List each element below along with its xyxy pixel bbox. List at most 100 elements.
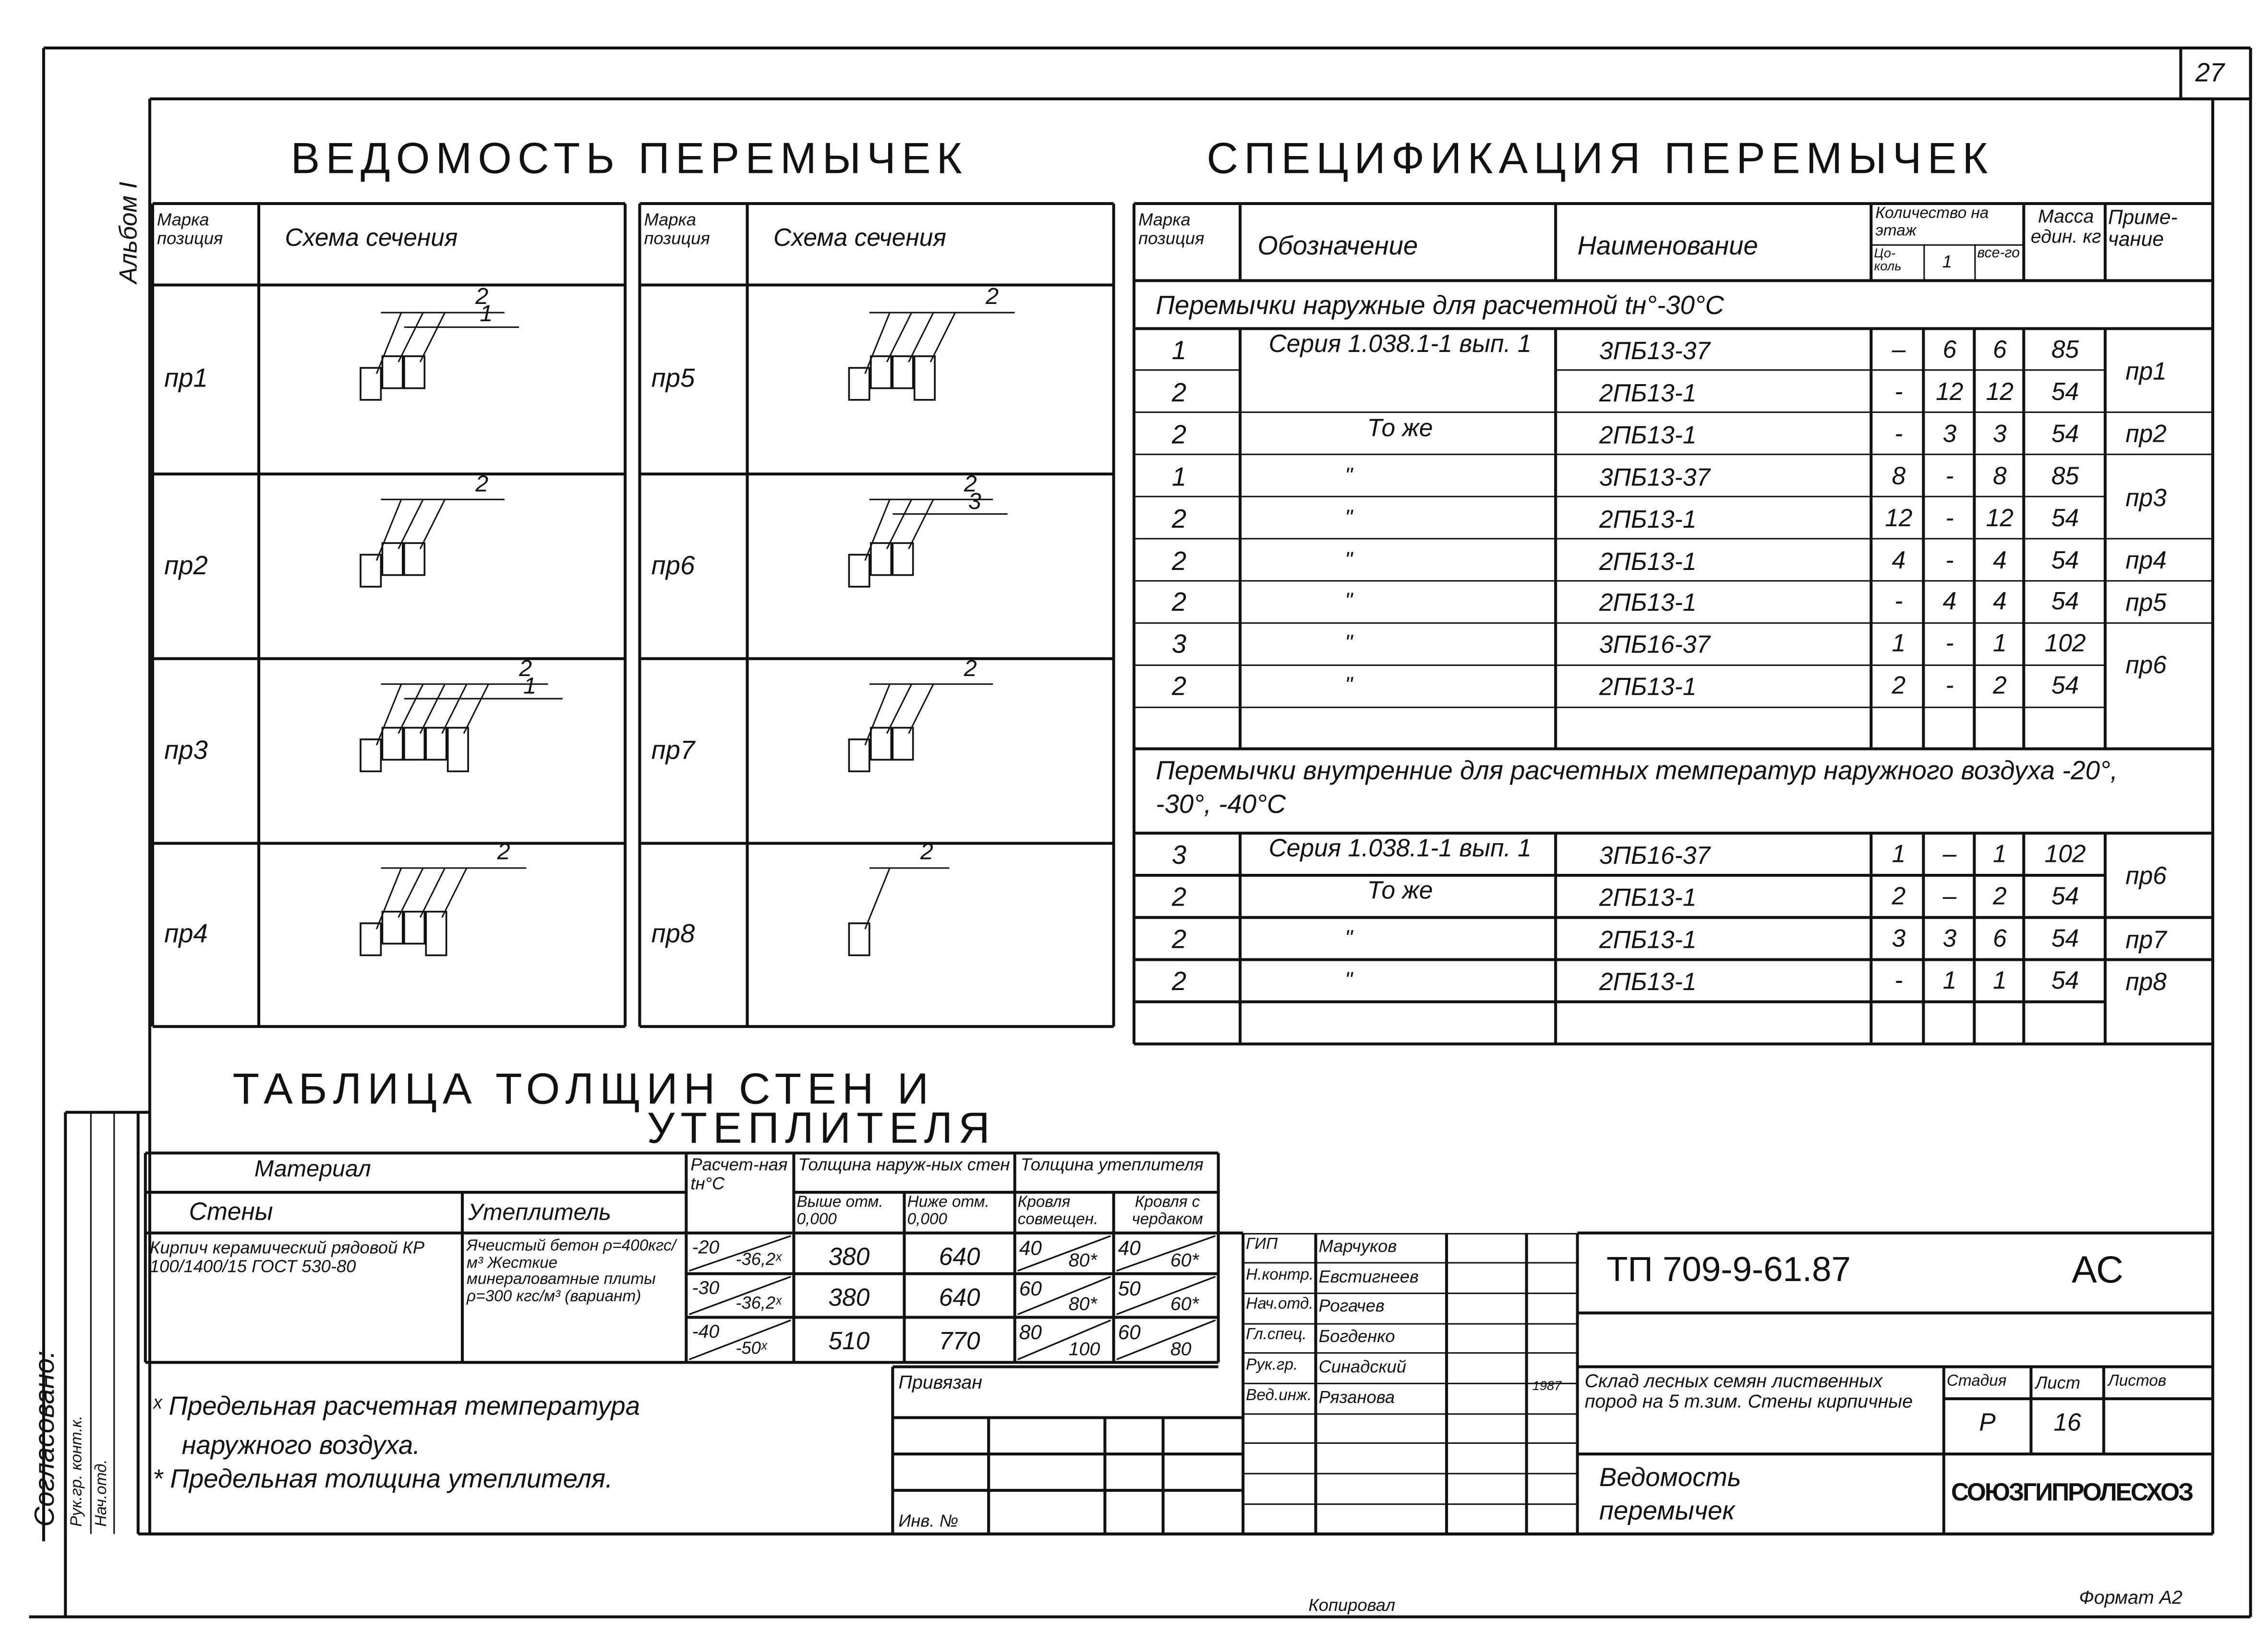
- design-temp: -20: [692, 1235, 720, 1258]
- rule-line: [2249, 48, 2252, 1617]
- rule-line: [1577, 1232, 2213, 1234]
- rule-line: [2030, 1367, 2032, 1454]
- rule-line: [639, 1025, 1114, 1028]
- staff-name: Марчуков: [1318, 1235, 1397, 1257]
- section-scheme: [848, 683, 993, 773]
- qty-floor1: 3: [1942, 420, 1957, 448]
- designation: ": [1345, 926, 1353, 951]
- unit-mass: 54: [2051, 420, 2079, 448]
- insulation-roof-attic: 50: [1118, 1276, 1141, 1300]
- limit-roof-attic: 60*: [1170, 1293, 1199, 1315]
- footnote: ˣ Предельная расчетная температура: [152, 1391, 640, 1421]
- rule-line: [1243, 1322, 1578, 1324]
- unit-mass: 54: [2051, 378, 2079, 406]
- staff-name: Рязанова: [1318, 1386, 1395, 1407]
- rule-line: [1240, 874, 1556, 876]
- insulation-material: Ячеистый бетон ρ=400кгс/м³ Жесткие минер…: [467, 1237, 676, 1306]
- product-name: 2ПБ13-1: [1599, 589, 1697, 617]
- scheme-label: 3: [968, 489, 981, 514]
- rule-line: [1556, 916, 2105, 919]
- rule-line: [1243, 1353, 1578, 1355]
- lintel-mark: пр5: [651, 363, 695, 393]
- rule-line: [639, 284, 1114, 286]
- note-lintel-mark: пр5: [2125, 588, 2167, 617]
- product-name: 2ПБ13-1: [1599, 505, 1697, 533]
- rule-line: [746, 203, 748, 1027]
- rule-line: [1556, 958, 2105, 961]
- position-number: 3: [1171, 630, 1187, 659]
- qty-basement: 1: [1892, 630, 1906, 658]
- rule-line: [1943, 1398, 2213, 1400]
- qty-floor1: 6: [1942, 336, 1957, 364]
- rule-line: [1239, 833, 1241, 1044]
- insulation-roof-combined: 60: [1019, 1276, 1042, 1300]
- rule-line: [1104, 1417, 1106, 1534]
- staff-role: Вед.инж.: [1246, 1386, 1312, 1404]
- rule-line: [1556, 622, 2105, 624]
- rule-line: [2102, 1367, 2105, 1454]
- thickness-title-continued: УТЕПЛИТЕЛЯ: [647, 1105, 996, 1153]
- lintel-block: [403, 355, 426, 389]
- header-mass: Масса един. кг: [2030, 205, 2101, 247]
- rule-line: [1556, 538, 2105, 540]
- rule-line: [1973, 244, 1975, 281]
- header-walls: Стены: [189, 1198, 273, 1226]
- header-material: Материал: [254, 1157, 371, 1182]
- rule-line: [1243, 1232, 1578, 1234]
- approval-column-1: Рук.гр. конт.к.: [68, 1415, 86, 1527]
- lintel-mark: пр3: [164, 735, 208, 764]
- rule-line: [1239, 203, 1241, 281]
- rule-line: [2181, 47, 2251, 49]
- footnote: наружного воздуха.: [181, 1430, 421, 1460]
- designation: ": [1345, 505, 1353, 531]
- rule-line: [2180, 48, 2182, 99]
- diagonal-divider: [1116, 1235, 1216, 1272]
- position-number: 2: [1171, 378, 1187, 407]
- thickness-below: 770: [939, 1327, 980, 1355]
- designation: ": [1345, 463, 1353, 488]
- header-scheme: Схема сечения: [285, 224, 458, 252]
- rule-line: [1133, 328, 1135, 749]
- position-number: 1: [1171, 462, 1187, 491]
- rule-line: [1134, 622, 1241, 624]
- note-lintel-mark: пр3: [2125, 484, 2167, 511]
- rule-line: [29, 1615, 2251, 1618]
- rule-line: [1870, 203, 1872, 281]
- vedomost-title: ВЕДОМОСТЬ ПЕРЕМЫЧЕК: [290, 135, 968, 183]
- rule-line: [152, 657, 626, 660]
- rule-line: [2181, 98, 2251, 100]
- rule-line: [152, 202, 626, 205]
- rule-line: [258, 203, 260, 1027]
- rule-line: [2249, 48, 2252, 99]
- rule-line: [1134, 279, 2213, 282]
- lintel-block: [360, 738, 382, 773]
- unit-mass: 54: [2051, 504, 2079, 532]
- lintel-block: [381, 910, 404, 945]
- limit-temp: -50ˣ: [736, 1337, 767, 1358]
- rule-line: [151, 203, 154, 1027]
- rule-line: [1243, 1473, 1578, 1475]
- rule-line: [1243, 1412, 1578, 1415]
- staff-role: Н.контр.: [1246, 1266, 1314, 1283]
- lintel-block: [913, 355, 936, 401]
- rule-line: [1556, 664, 2105, 666]
- unit-mass: 54: [2051, 672, 2079, 700]
- lintel-block: [360, 922, 382, 956]
- year: 1987: [1532, 1378, 1562, 1393]
- header-roof-combined: Кровля совмещен.: [1017, 1194, 1098, 1228]
- rule-line: [2105, 580, 2213, 582]
- rule-line: [1556, 874, 2105, 876]
- limit-roof-combined: 80*: [1068, 1249, 1097, 1271]
- staff-name: Синадский: [1318, 1356, 1407, 1377]
- rule-line: [639, 842, 1114, 845]
- header-qty-basement: Цо-коль: [1874, 245, 1902, 274]
- insulation-roof-attic: 60: [1118, 1320, 1141, 1344]
- qty-basement: 2: [1892, 672, 1906, 700]
- staff-role: Гл.спец.: [1246, 1326, 1307, 1344]
- footnote: * Предельная толщина утеплителя.: [152, 1464, 613, 1493]
- rule-line: [1013, 1153, 1016, 1363]
- rule-line: [2211, 833, 2214, 1044]
- limit-temp: -36,2ˣ: [736, 1293, 782, 1313]
- staff-name: Рогачев: [1318, 1296, 1385, 1317]
